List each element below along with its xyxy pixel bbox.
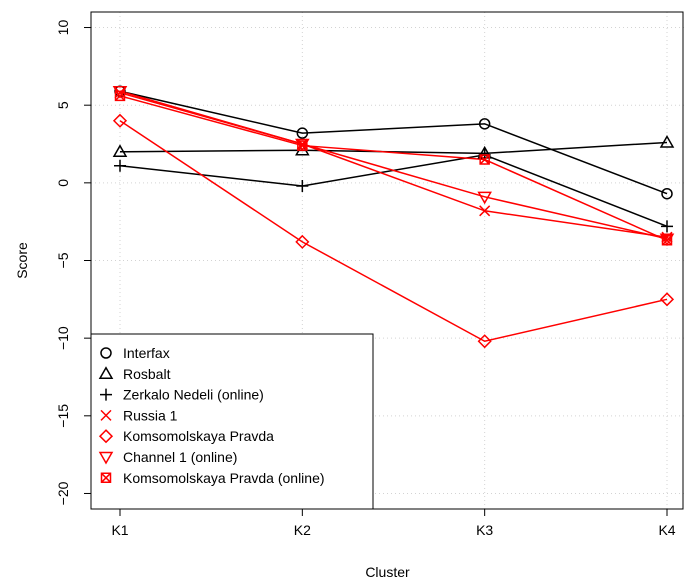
legend-marker — [100, 388, 112, 401]
data-point — [297, 140, 308, 151]
data-point — [112, 113, 128, 128]
legend-label: Zerkalo Nedeli (online) — [123, 387, 264, 403]
x-tick-label: K1 — [111, 522, 128, 538]
legend-marker — [100, 347, 112, 359]
data-point — [114, 159, 126, 172]
data-point — [479, 205, 491, 217]
x-tick-label: K4 — [658, 522, 675, 538]
data-point — [479, 154, 490, 165]
series-line — [119, 90, 668, 195]
x-tick-label: K3 — [476, 522, 493, 538]
y-tick-label: −5 — [55, 252, 71, 268]
y-tick-label: 10 — [55, 20, 71, 36]
data-point — [661, 187, 673, 200]
legend-box — [90, 333, 374, 510]
data-point — [295, 234, 310, 249]
data-point — [478, 118, 491, 130]
legend-label: Interfax — [123, 345, 170, 361]
y-tick-label: 5 — [55, 101, 71, 109]
legend-marker — [98, 429, 114, 444]
series-line — [119, 154, 668, 228]
series-line — [119, 95, 668, 241]
legend-marker — [98, 366, 114, 380]
series-line — [119, 90, 668, 240]
legend-label: Komsomolskaya Pravda — [123, 428, 274, 444]
legend: Interfax Rosbalt Zerkalo Nedeli (online) Ru… — [90, 333, 374, 510]
x-axis-title: Cluster — [365, 564, 410, 580]
data-point — [114, 87, 126, 99]
data-point — [112, 144, 128, 158]
legend-label: Komsomolskaya Pravda (online) — [123, 470, 325, 486]
data-point — [661, 235, 673, 246]
data-point — [295, 138, 310, 152]
plot-border — [90, 11, 684, 510]
y-axis-title: Score — [14, 242, 30, 279]
data-point — [659, 292, 675, 307]
legend-marker — [98, 451, 114, 465]
data-point — [659, 134, 675, 148]
y-tick-label: 0 — [55, 179, 71, 187]
y-tick-label: −20 — [55, 481, 71, 505]
y-tick-label: −10 — [55, 326, 71, 350]
legend-label: Channel 1 (online) — [123, 449, 237, 465]
data-point — [296, 179, 309, 192]
series-markers — [112, 85, 675, 349]
data-point — [114, 90, 126, 102]
legend-label: Rosbalt — [123, 366, 171, 382]
data-point — [661, 220, 673, 233]
data-point — [296, 127, 309, 139]
series-line — [119, 120, 668, 343]
legend-label: Russia 1 — [123, 407, 178, 423]
legend-marker — [100, 409, 112, 421]
y-tick-label: −15 — [55, 404, 71, 428]
data-point — [477, 334, 492, 349]
grid — [91, 12, 684, 509]
legend-marker — [100, 472, 112, 484]
series-lines — [119, 90, 668, 343]
series-line — [119, 141, 668, 155]
x-tick-label: K2 — [294, 522, 311, 538]
data-point — [659, 233, 675, 247]
data-point — [477, 191, 492, 205]
axes: K1 K2 K3 K4 10 5 0 −5 −10 −15 −20 — [55, 20, 676, 538]
